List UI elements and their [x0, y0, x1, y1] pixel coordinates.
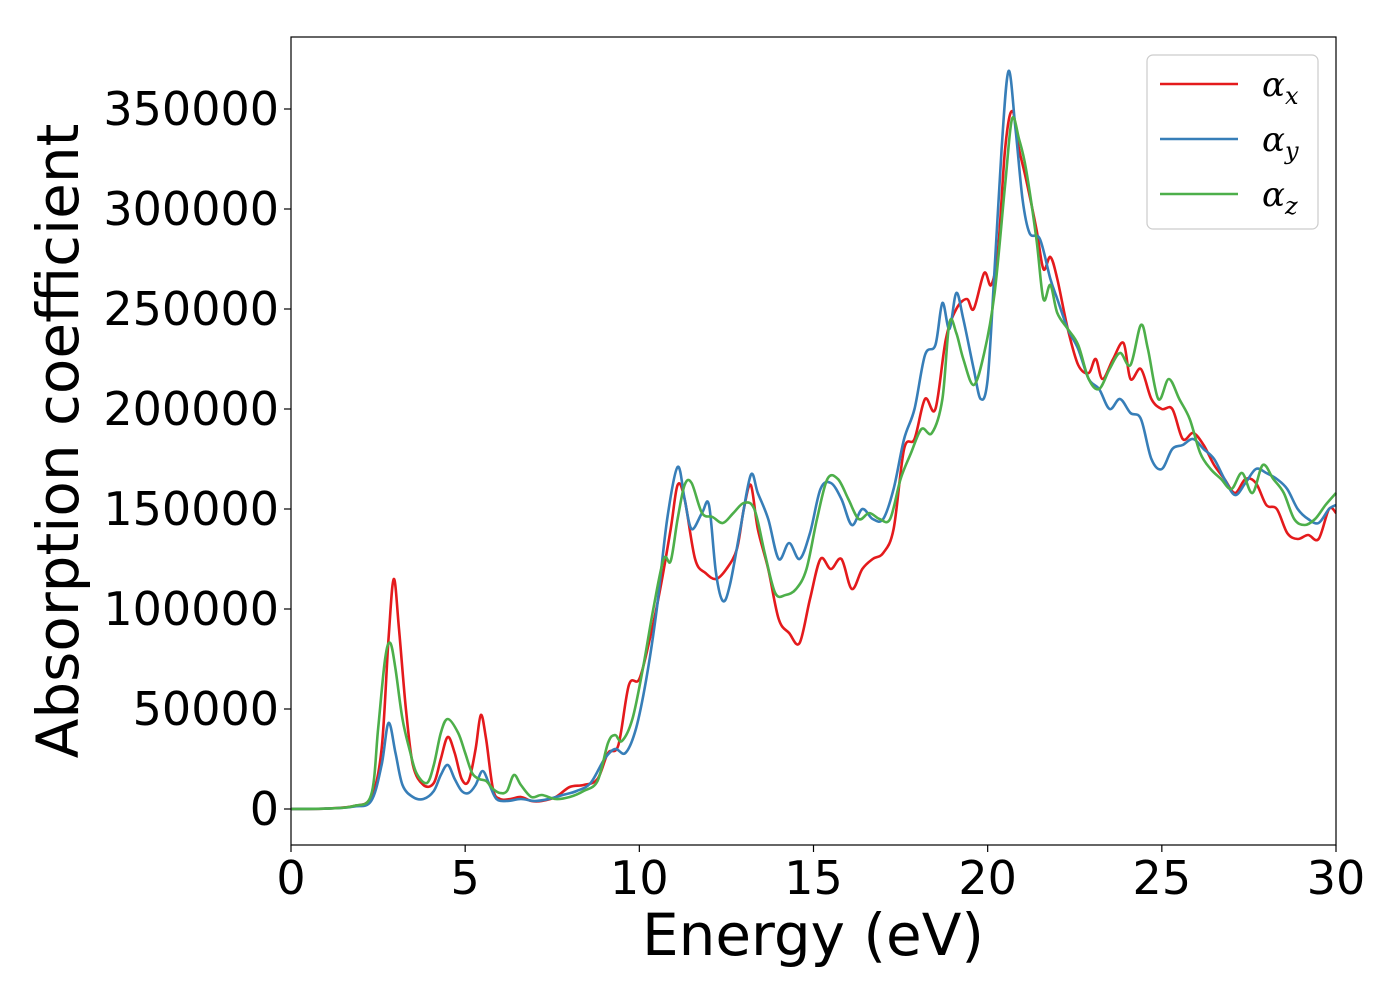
y-tick-label: 150000: [103, 482, 279, 536]
y-tick-label: 50000: [133, 682, 279, 736]
legend-subscript: z: [1284, 192, 1298, 220]
x-tick-label: 10: [610, 851, 669, 905]
y-tick-label: 300000: [103, 182, 279, 236]
y-axis-ticks: 0 50000 100000 150000 200000 250000 300000 3500…: [103, 82, 291, 836]
x-tick-label: 15: [784, 851, 843, 905]
series-line-z: [290, 116, 1337, 811]
series-line-x: [290, 109, 1337, 811]
x-tick-label: 20: [958, 851, 1017, 905]
y-axis-label: Absorption coefficient: [24, 124, 92, 759]
y-tick-label: 100000: [103, 582, 279, 636]
legend-box: [1146, 54, 1319, 230]
x-tick-label: 0: [276, 851, 305, 905]
x-tick-label: 5: [451, 851, 480, 905]
y-tick-label: 200000: [103, 382, 279, 436]
x-axis-ticks: 0 5 10 15 20 25 30: [276, 845, 1365, 905]
y-tick-label: 0: [250, 782, 279, 836]
x-tick-label: 25: [1133, 851, 1192, 905]
y-tick-label: 350000: [103, 82, 279, 136]
legend-subscript: x: [1285, 82, 1299, 110]
legend-subscript: y: [1284, 137, 1299, 165]
plot-lines: [290, 69, 1337, 811]
y-tick-label: 250000: [103, 282, 279, 336]
x-axis-label: Energy (eV): [642, 901, 984, 969]
series-line-y: [290, 69, 1337, 811]
x-tick-label: 30: [1307, 851, 1366, 905]
